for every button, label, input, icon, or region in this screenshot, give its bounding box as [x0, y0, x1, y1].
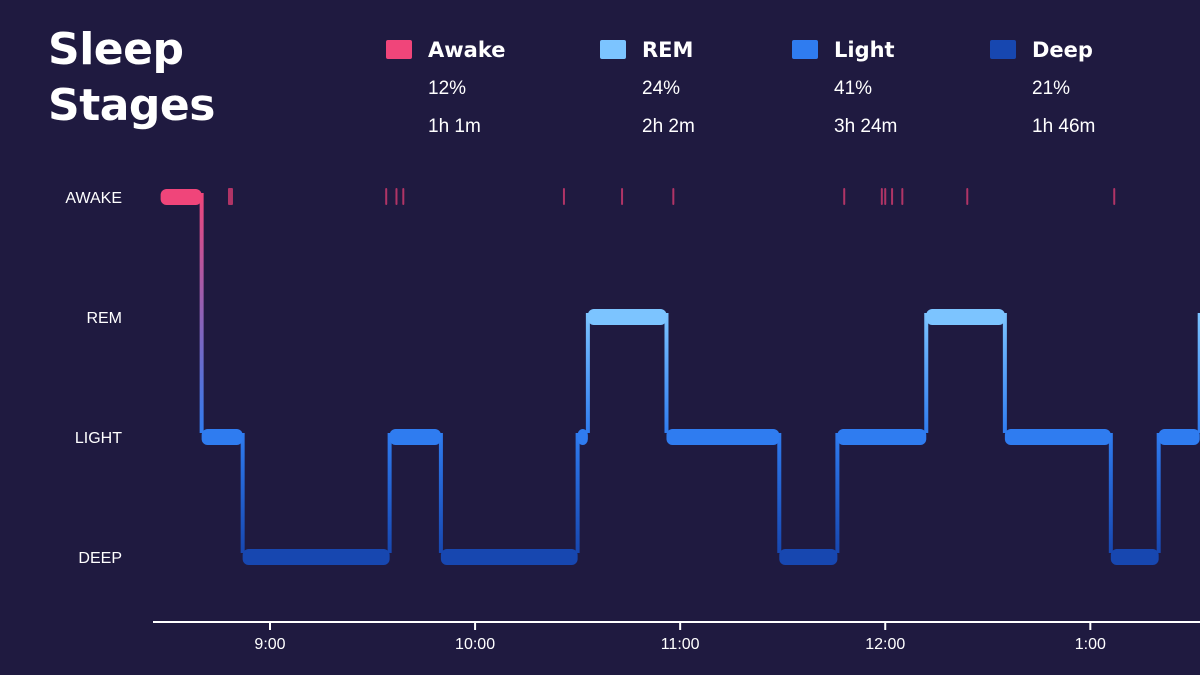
brief-awakening-mark [884, 188, 887, 205]
x-axis-tick-label: 11:00 [661, 636, 700, 653]
x-axis-tick-label: 1:00 [1075, 636, 1106, 653]
stage-transition [575, 433, 580, 553]
stage-bar-light [1004, 429, 1111, 445]
legend-percent: 21% [1032, 78, 1071, 99]
legend-swatch-deep [990, 40, 1016, 59]
stage-bar-deep [779, 549, 838, 565]
brief-awakening-mark [562, 188, 565, 205]
legend-duration: 1h 46m [1032, 116, 1096, 137]
x-axis-tick-label: 10:00 [455, 636, 495, 653]
stage-bar-light [837, 429, 927, 445]
stage-bar-light [577, 429, 588, 445]
brief-awakening-mark [672, 188, 675, 205]
stage-transition [438, 433, 443, 553]
page-title: Sleep Stages [48, 22, 215, 134]
legend-duration: 1h 1m [428, 116, 481, 137]
legend-name: Deep [1032, 38, 1093, 62]
brief-awakening-mark [880, 188, 883, 205]
legend-duration: 2h 2m [642, 116, 695, 137]
stage-bar-rem [926, 309, 1005, 325]
stage-bar-awake [160, 189, 202, 205]
legend-name: REM [642, 38, 694, 62]
brief-awakening-mark [227, 188, 233, 205]
stage-transition [777, 433, 782, 553]
brief-awakening-mark [395, 188, 398, 205]
stage-transition [1156, 433, 1161, 553]
brief-awakening-mark [901, 188, 904, 205]
legend-swatch-light [792, 40, 818, 59]
brief-awakening-mark [621, 188, 624, 205]
brief-awakening-mark [891, 188, 894, 205]
stage-bar-deep [1110, 549, 1159, 565]
x-axis-tick-label: 9:00 [254, 636, 285, 653]
legend-percent: 41% [834, 78, 873, 99]
stage-bar-light [666, 429, 780, 445]
brief-awakening-mark [402, 188, 405, 205]
stage-bar-light [389, 429, 441, 445]
stage-transition [1002, 313, 1007, 433]
legend-duration: 3h 24m [834, 116, 898, 137]
stage-transition [924, 313, 929, 433]
stage-transition [240, 433, 245, 553]
brief-awakening-mark [385, 188, 388, 205]
legend-swatch-rem [600, 40, 626, 59]
stage-bar-deep [440, 549, 578, 565]
title-line-2: Stages [48, 80, 215, 131]
stage-transition [1108, 433, 1113, 553]
stage-transition [835, 433, 840, 553]
legend-percent: 24% [642, 78, 681, 99]
legend-percent: 12% [428, 78, 467, 99]
stage-transition [387, 433, 392, 553]
y-axis-label-deep: DEEP [78, 550, 122, 567]
legend-swatch-awake [386, 40, 412, 59]
stage-bar-light [1158, 429, 1200, 445]
stage-transition [199, 193, 204, 433]
brief-awakening-mark [843, 188, 846, 205]
x-axis-tick-label: 12:00 [865, 636, 905, 653]
legend-name: Awake [428, 38, 506, 62]
stage-bar-deep [242, 549, 390, 565]
stage-transition [664, 313, 669, 433]
stage-transition [1197, 313, 1200, 433]
stage-bar-rem [587, 309, 667, 325]
title-line-1: Sleep [48, 24, 184, 75]
legend-name: Light [834, 38, 895, 62]
stage-bar-light [201, 429, 243, 445]
y-axis-label-awake: AWAKE [65, 190, 122, 207]
brief-awakening-mark [966, 188, 969, 205]
brief-awakening-mark [1113, 188, 1116, 205]
stage-transition [585, 313, 590, 433]
y-axis-label-light: LIGHT [75, 430, 122, 447]
y-axis-label-rem: REM [86, 310, 122, 327]
